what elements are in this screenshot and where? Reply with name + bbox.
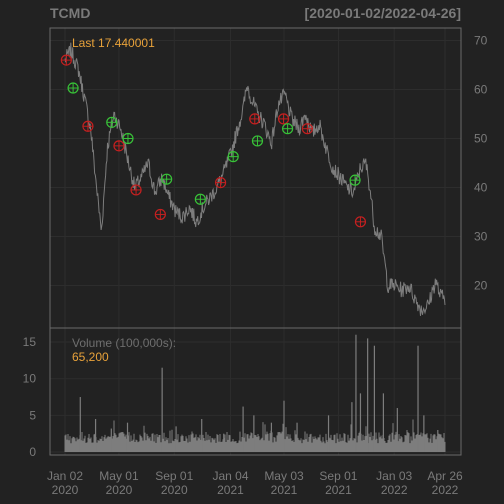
year-tick-label: 2020 (52, 483, 79, 497)
sell-signal-marker (130, 184, 142, 196)
date-tick-label: Jan 04 (212, 469, 248, 483)
buy-signal-marker (67, 82, 79, 94)
date-tick-label: Jan 03 (376, 469, 412, 483)
sell-signal-marker (60, 54, 72, 66)
date-tick-label: May 03 (264, 469, 304, 483)
volume-panel-frame (49, 327, 462, 456)
buy-signal-marker (122, 132, 134, 145)
year-tick-label: 2022 (381, 483, 408, 497)
volume-bars (64, 334, 446, 452)
year-tick-label: 2021 (325, 483, 352, 497)
sell-signal-marker (82, 120, 94, 132)
buy-signal-marker (194, 193, 206, 205)
price-panel-frame (49, 27, 462, 329)
year-tick-label: 2021 (217, 483, 244, 497)
year-tick-label: 2020 (106, 483, 133, 497)
sell-signal-marker (301, 123, 313, 135)
volume-last-value: 65,200 (72, 350, 109, 364)
volume-panel-label: Volume (100,000s): (72, 336, 177, 350)
price-tick-label: 30 (474, 230, 488, 244)
buy-signal-marker (282, 123, 294, 135)
buy-signal-marker (161, 173, 173, 185)
year-tick-label: 2020 (161, 483, 188, 497)
volume-tick-label: 10 (23, 372, 37, 386)
sell-signal-marker (113, 140, 125, 152)
year-tick-label: 2022 (432, 483, 459, 497)
sell-signal-marker (277, 113, 290, 125)
price-tick-label: 60 (474, 83, 488, 97)
date-tick-label: Sep 01 (319, 469, 357, 483)
price-tick-label: 50 (474, 132, 488, 146)
buy-signal-marker (349, 174, 361, 186)
volume-tick-label: 0 (29, 445, 36, 459)
date-tick-label: Sep 01 (155, 469, 193, 483)
buy-signal-marker (227, 151, 239, 163)
sell-signal-marker (214, 177, 227, 189)
price-tick-label: 40 (474, 181, 488, 195)
chart-date-range: [2020-01-02/2022-04-26] (304, 5, 461, 21)
last-price-label: Last 17.440001 (72, 36, 155, 50)
price-tick-label: 70 (474, 34, 488, 48)
volume-tick-label: 5 (29, 408, 36, 422)
volume-tick-label: 15 (23, 335, 37, 349)
buy-signal-marker (251, 135, 264, 147)
sell-signal-marker (154, 208, 166, 221)
price-line (64, 42, 446, 316)
date-tick-label: Jan 02 (47, 469, 83, 483)
year-tick-label: 2021 (271, 483, 298, 497)
date-tick-label: Apr 26 (427, 469, 463, 483)
price-tick-label: 20 (474, 279, 488, 293)
sell-signal-marker (249, 113, 261, 125)
buy-signal-marker (106, 116, 118, 128)
date-tick-label: May 01 (99, 469, 139, 483)
chart-symbol-title: TCMD (50, 5, 91, 21)
sell-signal-marker (354, 216, 367, 228)
